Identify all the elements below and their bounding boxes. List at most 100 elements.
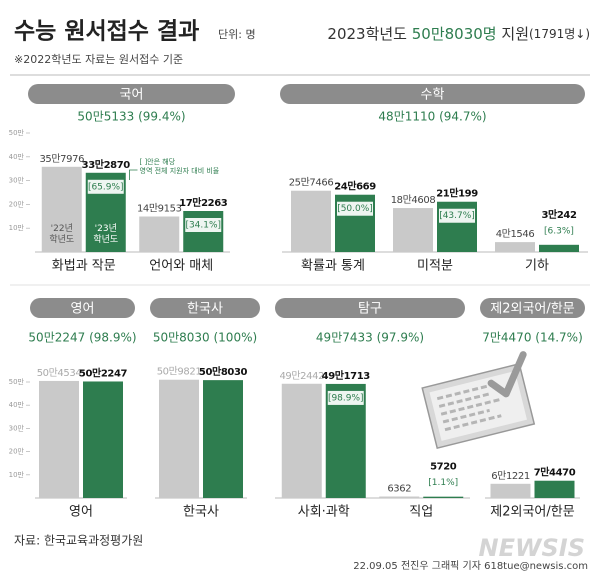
panel-title: 영어 (71, 302, 95, 317)
annotation: [ ]안은 해당 영역 전체 지원자 대비 비율 (140, 157, 220, 175)
share-label: [1.1%] (428, 478, 458, 488)
panel-pill (30, 298, 135, 318)
bar (490, 483, 531, 498)
share-label: [98.9%] (328, 393, 364, 403)
bar (539, 244, 579, 252)
share-label-box (185, 218, 222, 233)
value-label: 49만2442 (279, 370, 324, 382)
title: 수능 원서접수 결과 (14, 19, 199, 45)
share-label-box (87, 179, 124, 194)
y-tick-label: 10만 (9, 470, 25, 479)
panel-subtitle: 49만7433 (97.9%) (316, 331, 424, 345)
summary-change: (1791명↓) (529, 27, 590, 41)
panel-pill (275, 298, 465, 318)
panel-title: 국어 (120, 88, 144, 103)
value-label: 50만9821 (157, 366, 202, 378)
panel-title: 탐구 (358, 302, 382, 317)
y-tick-label: 40만 (9, 400, 25, 409)
x-tick-label: 영어 (69, 505, 93, 520)
panel-pill (280, 84, 585, 104)
value-label: 7만4470 (534, 466, 576, 479)
check-mark (487, 351, 527, 398)
bar (423, 496, 464, 498)
bar (159, 379, 199, 498)
x-tick-label: 제2외국어/한문 (490, 505, 574, 520)
summary-verb: 지원 (497, 25, 529, 43)
value-label: 33만2870 (82, 158, 131, 171)
ballot-illustration (421, 351, 536, 450)
share-label: [34.1%] (185, 221, 221, 231)
x-tick-label: 한국사 (183, 505, 219, 520)
share-label: [6.3%] (544, 226, 574, 236)
panel-pill (28, 84, 235, 104)
summary: 2023학년도 50만8030명 지원(1791명↓) (327, 25, 590, 43)
y-tick-label: 10만 (9, 223, 25, 232)
panel-title: 수학 (421, 88, 445, 103)
legend-label-line: '22년 (51, 223, 73, 234)
x-tick-label: 직업 (409, 505, 433, 520)
share-label-box (439, 208, 475, 223)
bar (41, 166, 82, 252)
x-tick-label: 미적분 (417, 259, 453, 274)
share-label: [65.9%] (88, 182, 124, 192)
bar (393, 208, 433, 252)
y-tick-label: 40만 (9, 152, 25, 161)
legend-label-line: 학년도 (49, 234, 74, 245)
y-tick-label: 50만 (9, 128, 25, 137)
summary-year: 2023학년도 (327, 25, 411, 43)
x-tick-label: 언어와 매체 (149, 259, 213, 274)
panel-subtitle: 48만1110 (94.7%) (378, 110, 486, 124)
bar (291, 190, 331, 252)
legend-label: '22년 학년도 (49, 223, 74, 245)
legend-label-line: 학년도 (93, 234, 118, 245)
panel-subtitle: 50만2247 (98.9%) (28, 331, 136, 345)
x-tick-label: 기하 (525, 259, 549, 274)
bar (83, 381, 123, 498)
value-label: 35만7976 (39, 153, 84, 165)
value-label: 5720 (430, 462, 457, 473)
y-tick-label: 20만 (9, 199, 25, 208)
share-label: [43.7%] (439, 211, 475, 221)
y-tick-label: 30만 (9, 176, 25, 185)
value-label: 25만7466 (289, 177, 334, 189)
bar (39, 380, 79, 498)
y-tick-label: 20만 (9, 447, 25, 456)
bar (379, 496, 420, 498)
summary-total: 50만8030명 (412, 25, 497, 43)
bar (534, 480, 575, 498)
note: ※2022학년도 자료는 원서접수 기준 (14, 53, 183, 66)
panel-title: 한국사 (187, 302, 223, 317)
bar (495, 242, 535, 252)
panel-title: 제2외국어/한문 (490, 302, 574, 317)
bar (203, 380, 243, 498)
value-label: 3만242 (541, 208, 576, 221)
panel-subtitle: 7만4470 (14.7%) (482, 331, 583, 345)
value-label: 4만1546 (496, 228, 535, 240)
annotation-line: [ ]안은 해당 (140, 157, 176, 166)
share-label: [50.0%] (337, 204, 373, 214)
value-label: 17만2263 (179, 196, 228, 209)
annotation-line: 영역 전체 지원자 대비 비율 (140, 166, 220, 175)
x-tick-label: 화법과 작문 (52, 259, 116, 274)
bar (281, 383, 322, 498)
bar (139, 216, 180, 252)
panel-subtitle: 50만8030 (100%) (153, 331, 257, 345)
value-label: 6362 (387, 484, 411, 495)
share-label-box (327, 390, 364, 405)
panel-pill (480, 298, 585, 318)
value-label: 50만2247 (79, 366, 128, 379)
x-tick-label: 확률과 통계 (301, 259, 365, 274)
y-tick-label: 50만 (9, 377, 25, 386)
unit: 단위: 명 (218, 28, 256, 41)
value-label: 50만4534 (37, 367, 82, 379)
value-label: 50만8030 (199, 365, 248, 378)
x-tick-label: 사회·과학 (298, 505, 350, 520)
legend-label-line: '23년 (95, 223, 117, 234)
panel-subtitle: 50만5133 (99.4%) (77, 110, 185, 124)
value-label: 14만9153 (137, 203, 182, 215)
legend-label: '23년 학년도 (93, 223, 118, 245)
value-label: 49만1713 (322, 369, 371, 382)
y-tick-label: 30만 (9, 423, 25, 432)
